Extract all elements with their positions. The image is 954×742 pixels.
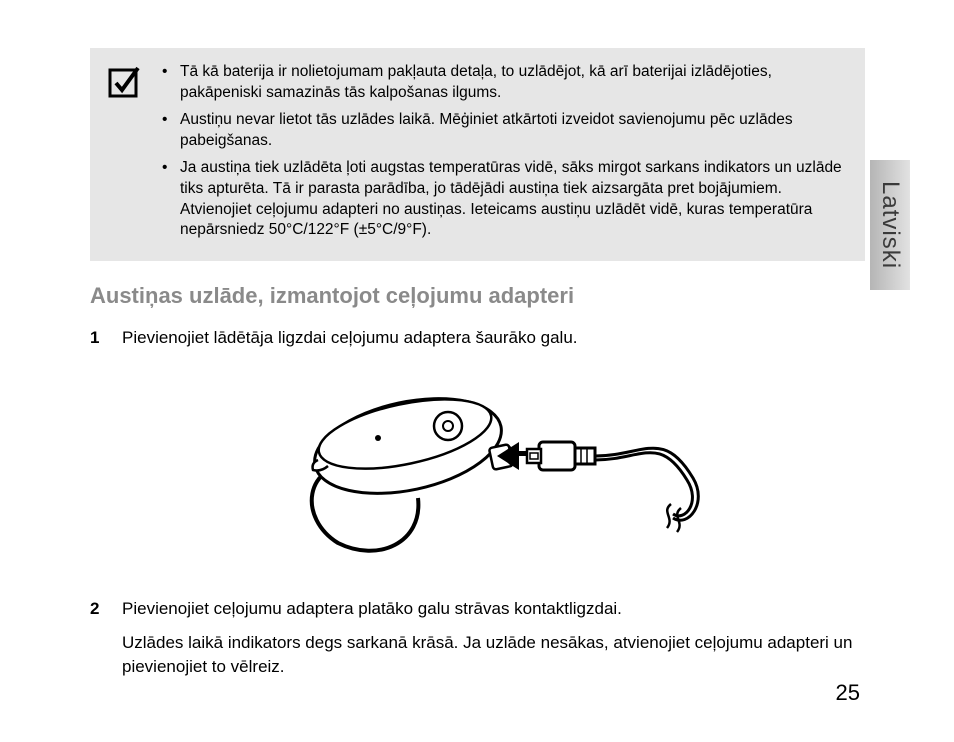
step-text: Pievienojiet ceļojumu adaptera platāko g… — [122, 598, 865, 621]
step-number: 1 — [90, 327, 108, 350]
page-content: Tā kā baterija ir nolietojumam pakļauta … — [90, 48, 865, 679]
page-number: 25 — [836, 680, 860, 706]
note-bullet: Ja austiņa tiek uzlādēta ļoti augstas te… — [162, 158, 847, 242]
step-1: 1 Pievienojiet lādētāja ligzdai ceļojumu… — [90, 327, 865, 350]
note-bullet: Austiņu nevar lietot tās uzlādes laikā. … — [162, 110, 847, 152]
note-bullet-list: Tā kā baterija ir nolietojumam pakļauta … — [162, 62, 847, 241]
note-icon-col — [108, 62, 144, 247]
headset-illustration — [243, 368, 713, 568]
note-box: Tā kā baterija ir nolietojumam pakļauta … — [90, 48, 865, 261]
step-2: 2 Pievienojiet ceļojumu adaptera platāko… — [90, 598, 865, 621]
note-content: Tā kā baterija ir nolietojumam pakļauta … — [162, 62, 847, 247]
language-tab: Latviski — [870, 160, 910, 290]
step-2-followup: Uzlādes laikā indikators degs sarkanā kr… — [122, 631, 865, 679]
note-bullet: Tā kā baterija ir nolietojumam pakļauta … — [162, 62, 847, 104]
headset-diagram — [90, 368, 865, 568]
step-text: Pievienojiet lādētāja ligzdai ceļojumu a… — [122, 327, 865, 350]
section-heading: Austiņas uzlāde, izmantojot ceļojumu ada… — [90, 283, 865, 309]
checkbox-icon — [108, 64, 142, 98]
step-number: 2 — [90, 598, 108, 621]
language-tab-label: Latviski — [876, 181, 904, 269]
